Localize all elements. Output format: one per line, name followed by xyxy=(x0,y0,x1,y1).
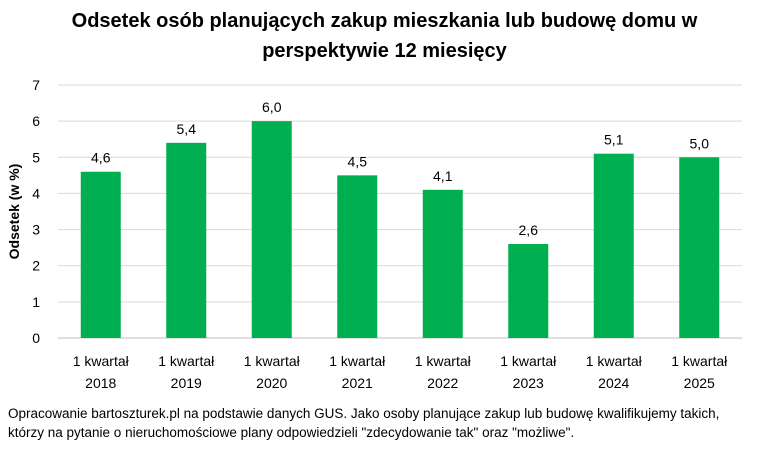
bar xyxy=(337,175,378,338)
x-tick-label: 1 kwartał xyxy=(671,353,728,369)
x-tick-label-year: 2018 xyxy=(85,375,116,391)
chart-title-line-2: perspektywie 12 miesięcy xyxy=(262,40,507,62)
x-tick-label: 1 kwartał xyxy=(415,353,472,369)
bar xyxy=(593,153,634,338)
x-tick-label: 1 kwartał xyxy=(500,353,557,369)
y-tick-label: 5 xyxy=(32,149,40,165)
data-label: 4,5 xyxy=(348,153,368,169)
y-tick-label: 1 xyxy=(32,294,40,310)
x-tick-label: 1 kwartał xyxy=(158,353,215,369)
data-label: 5,0 xyxy=(690,135,710,151)
x-tick-label-year: 2022 xyxy=(427,375,458,391)
x-tick-label-year: 2021 xyxy=(342,375,373,391)
x-tick-label-year: 2020 xyxy=(256,375,287,391)
footnote: Opracowanie bartoszturek.pl na podstawie… xyxy=(8,404,763,442)
data-label: 6,0 xyxy=(262,99,282,115)
bar xyxy=(422,189,463,338)
x-tick-label: 1 kwartał xyxy=(586,353,643,369)
x-tick-label-year: 2023 xyxy=(513,375,544,391)
y-tick-label: 0 xyxy=(32,330,40,346)
footnote-line-2: którzy na pytanie o nieruchomościowe pla… xyxy=(8,425,575,440)
bar xyxy=(508,244,549,338)
x-tick-label: 1 kwartał xyxy=(329,353,386,369)
data-label: 4,6 xyxy=(91,150,111,166)
y-axis-title: Odsetek (w %) xyxy=(6,164,22,260)
x-tick-label-year: 2024 xyxy=(598,375,629,391)
y-tick-label: 6 xyxy=(32,113,40,129)
bar-chart: 0 1 2 3 4 5 6 7 Odsetek (w %) 4,6 1 kwartał 2018 5,4… xyxy=(6,77,742,391)
x-tick-label: 1 kwartał xyxy=(244,353,301,369)
y-tick-label: 2 xyxy=(32,258,40,274)
y-tick-label: 3 xyxy=(32,222,40,238)
chart-title: Odsetek osób planujących zakup mieszkani… xyxy=(0,6,769,66)
bar xyxy=(679,157,720,338)
data-label: 5,1 xyxy=(604,132,624,148)
footnote-line-1: Opracowanie bartoszturek.pl na podstawie… xyxy=(8,406,720,421)
bar xyxy=(80,171,121,338)
data-label: 5,4 xyxy=(177,121,197,137)
y-tick-label: 7 xyxy=(32,77,40,93)
bar xyxy=(166,142,207,338)
chart-title-line-1: Odsetek osób planujących zakup mieszkani… xyxy=(71,10,698,32)
y-tick-label: 4 xyxy=(32,185,40,201)
x-tick-label-year: 2025 xyxy=(684,375,715,391)
x-tick-label-year: 2019 xyxy=(171,375,202,391)
bar xyxy=(251,121,292,339)
data-label: 4,1 xyxy=(433,168,453,184)
data-label: 2,6 xyxy=(519,222,539,238)
x-tick-label: 1 kwartał xyxy=(73,353,130,369)
